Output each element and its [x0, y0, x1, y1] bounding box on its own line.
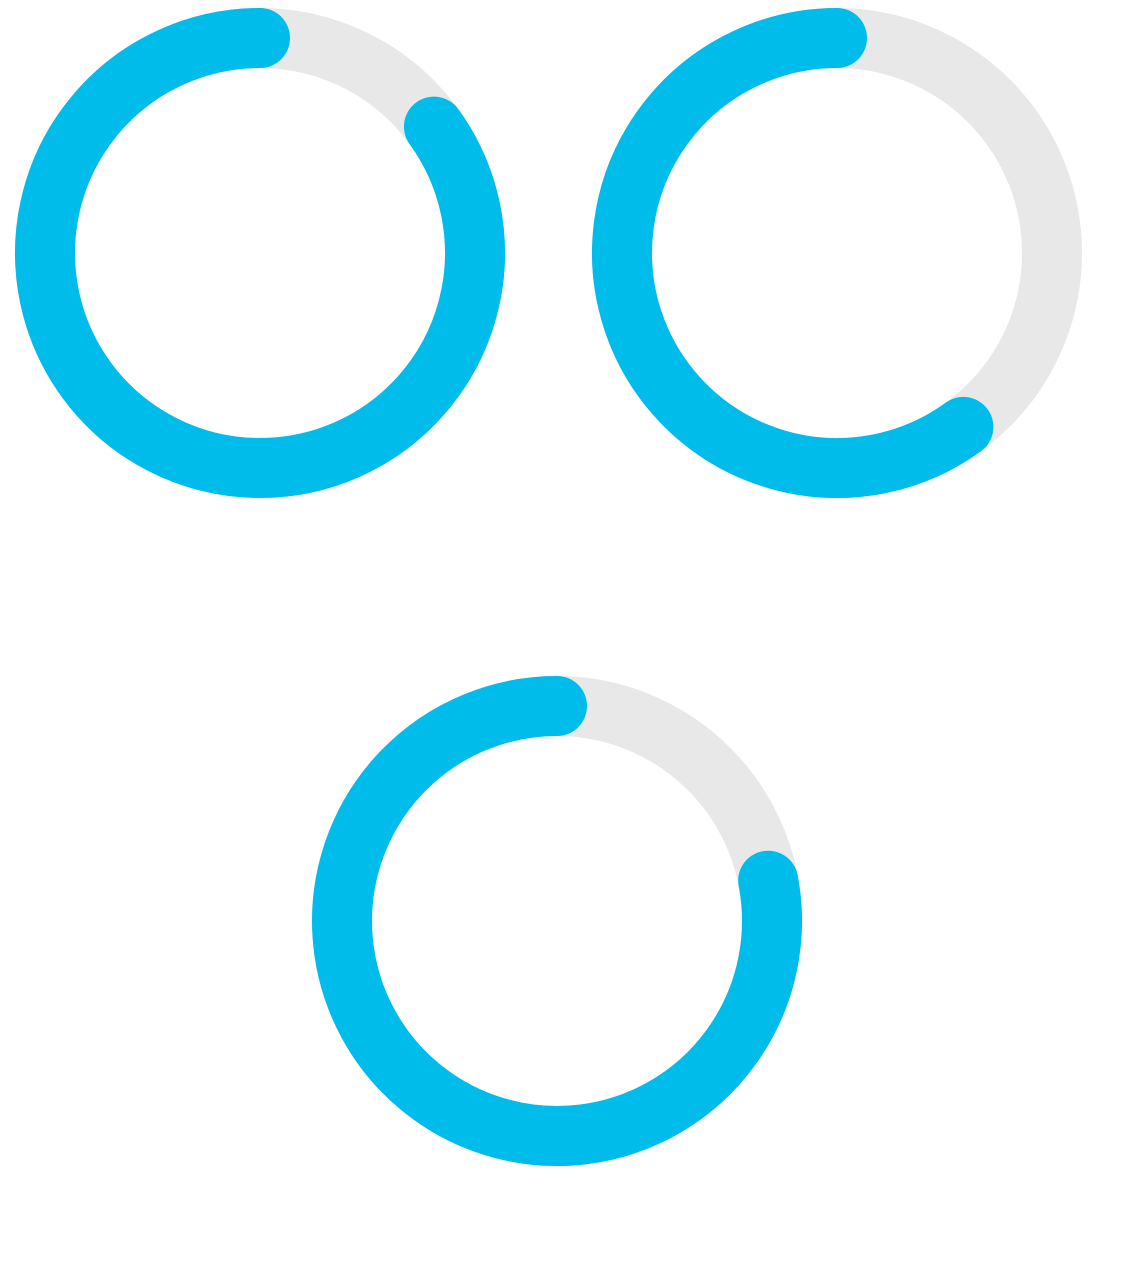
- ring-progress: [15, 8, 505, 498]
- ring-progress: [592, 8, 994, 498]
- ring-progress: [312, 676, 802, 1166]
